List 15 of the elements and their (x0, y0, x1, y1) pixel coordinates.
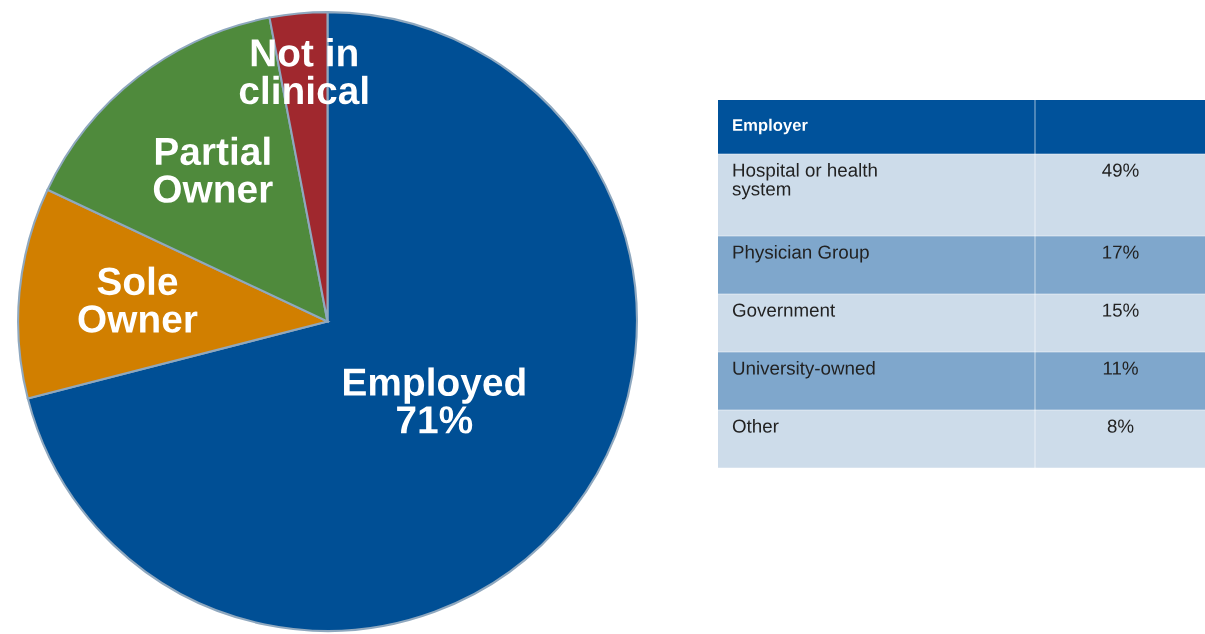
data-label: 17% (1103, 245, 1139, 259)
category-label: Physician Group (733, 245, 869, 263)
data-label: 8% (1107, 419, 1134, 433)
category-label: University-owned (733, 361, 875, 379)
slice-label: Sole Owner (78, 266, 198, 333)
category-label: Hospital or health system (732, 163, 877, 200)
data-label: 71% (397, 406, 473, 434)
text: Employer (733, 118, 808, 135)
slice-label: Partial Owner (153, 136, 273, 203)
data-label: 15% (1103, 303, 1139, 317)
category-label: Government (732, 303, 836, 317)
data-label: 11% (1103, 361, 1138, 375)
data-label: 49% (1102, 163, 1139, 177)
category-label: Other (732, 419, 779, 433)
slice-label: Employed (344, 367, 525, 404)
